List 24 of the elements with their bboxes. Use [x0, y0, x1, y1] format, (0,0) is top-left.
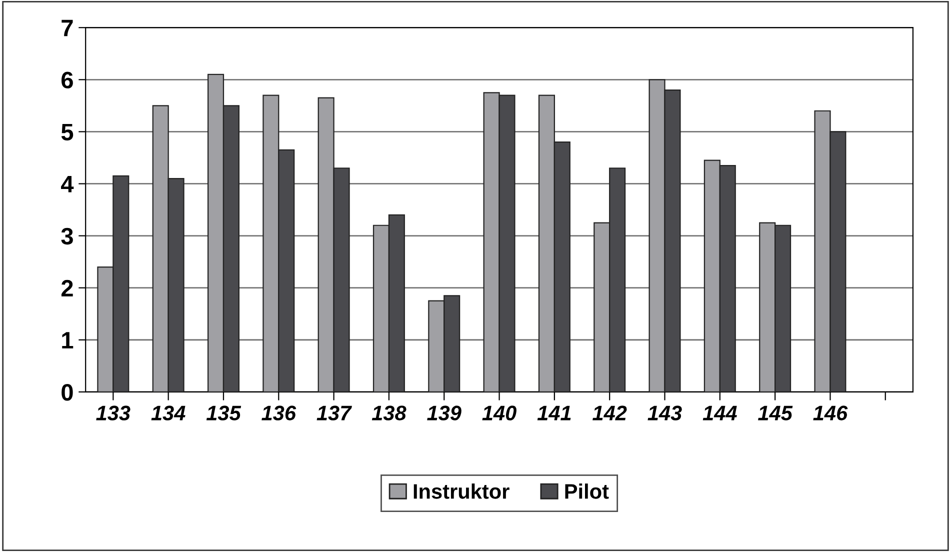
x-tick-label: 138: [372, 406, 406, 420]
y-tick-label: 0: [62, 384, 73, 401]
x-tick-label: 145: [758, 406, 793, 420]
x-tick-label: 134: [151, 406, 186, 420]
y-tick-label: 7: [62, 20, 73, 36]
legend-label: Pilot: [565, 484, 609, 499]
x-tick-label: 143: [648, 406, 682, 420]
y-tick-label: 2: [61, 280, 73, 296]
x-tick-label: 139: [427, 406, 462, 420]
y-tick-label: 3: [61, 228, 73, 245]
x-tick-label: 140: [482, 406, 516, 420]
x-tick-label: 135: [206, 406, 242, 420]
y-tick-label: 5: [61, 124, 74, 140]
x-tick-label: 141: [537, 406, 571, 420]
legend-label: Instruktor: [414, 484, 510, 499]
x-tick-label: 133: [96, 406, 130, 420]
x-tick-label: 146: [813, 406, 848, 420]
x-tick-label: 136: [262, 406, 296, 420]
x-tick-label: 137: [316, 406, 352, 420]
x-tick-label: 142: [592, 406, 627, 420]
y-tick-label: 1: [62, 332, 74, 348]
y-tick-label: 4: [61, 176, 74, 192]
x-tick-label: 144: [702, 406, 737, 420]
y-tick-label: 6: [62, 72, 73, 88]
